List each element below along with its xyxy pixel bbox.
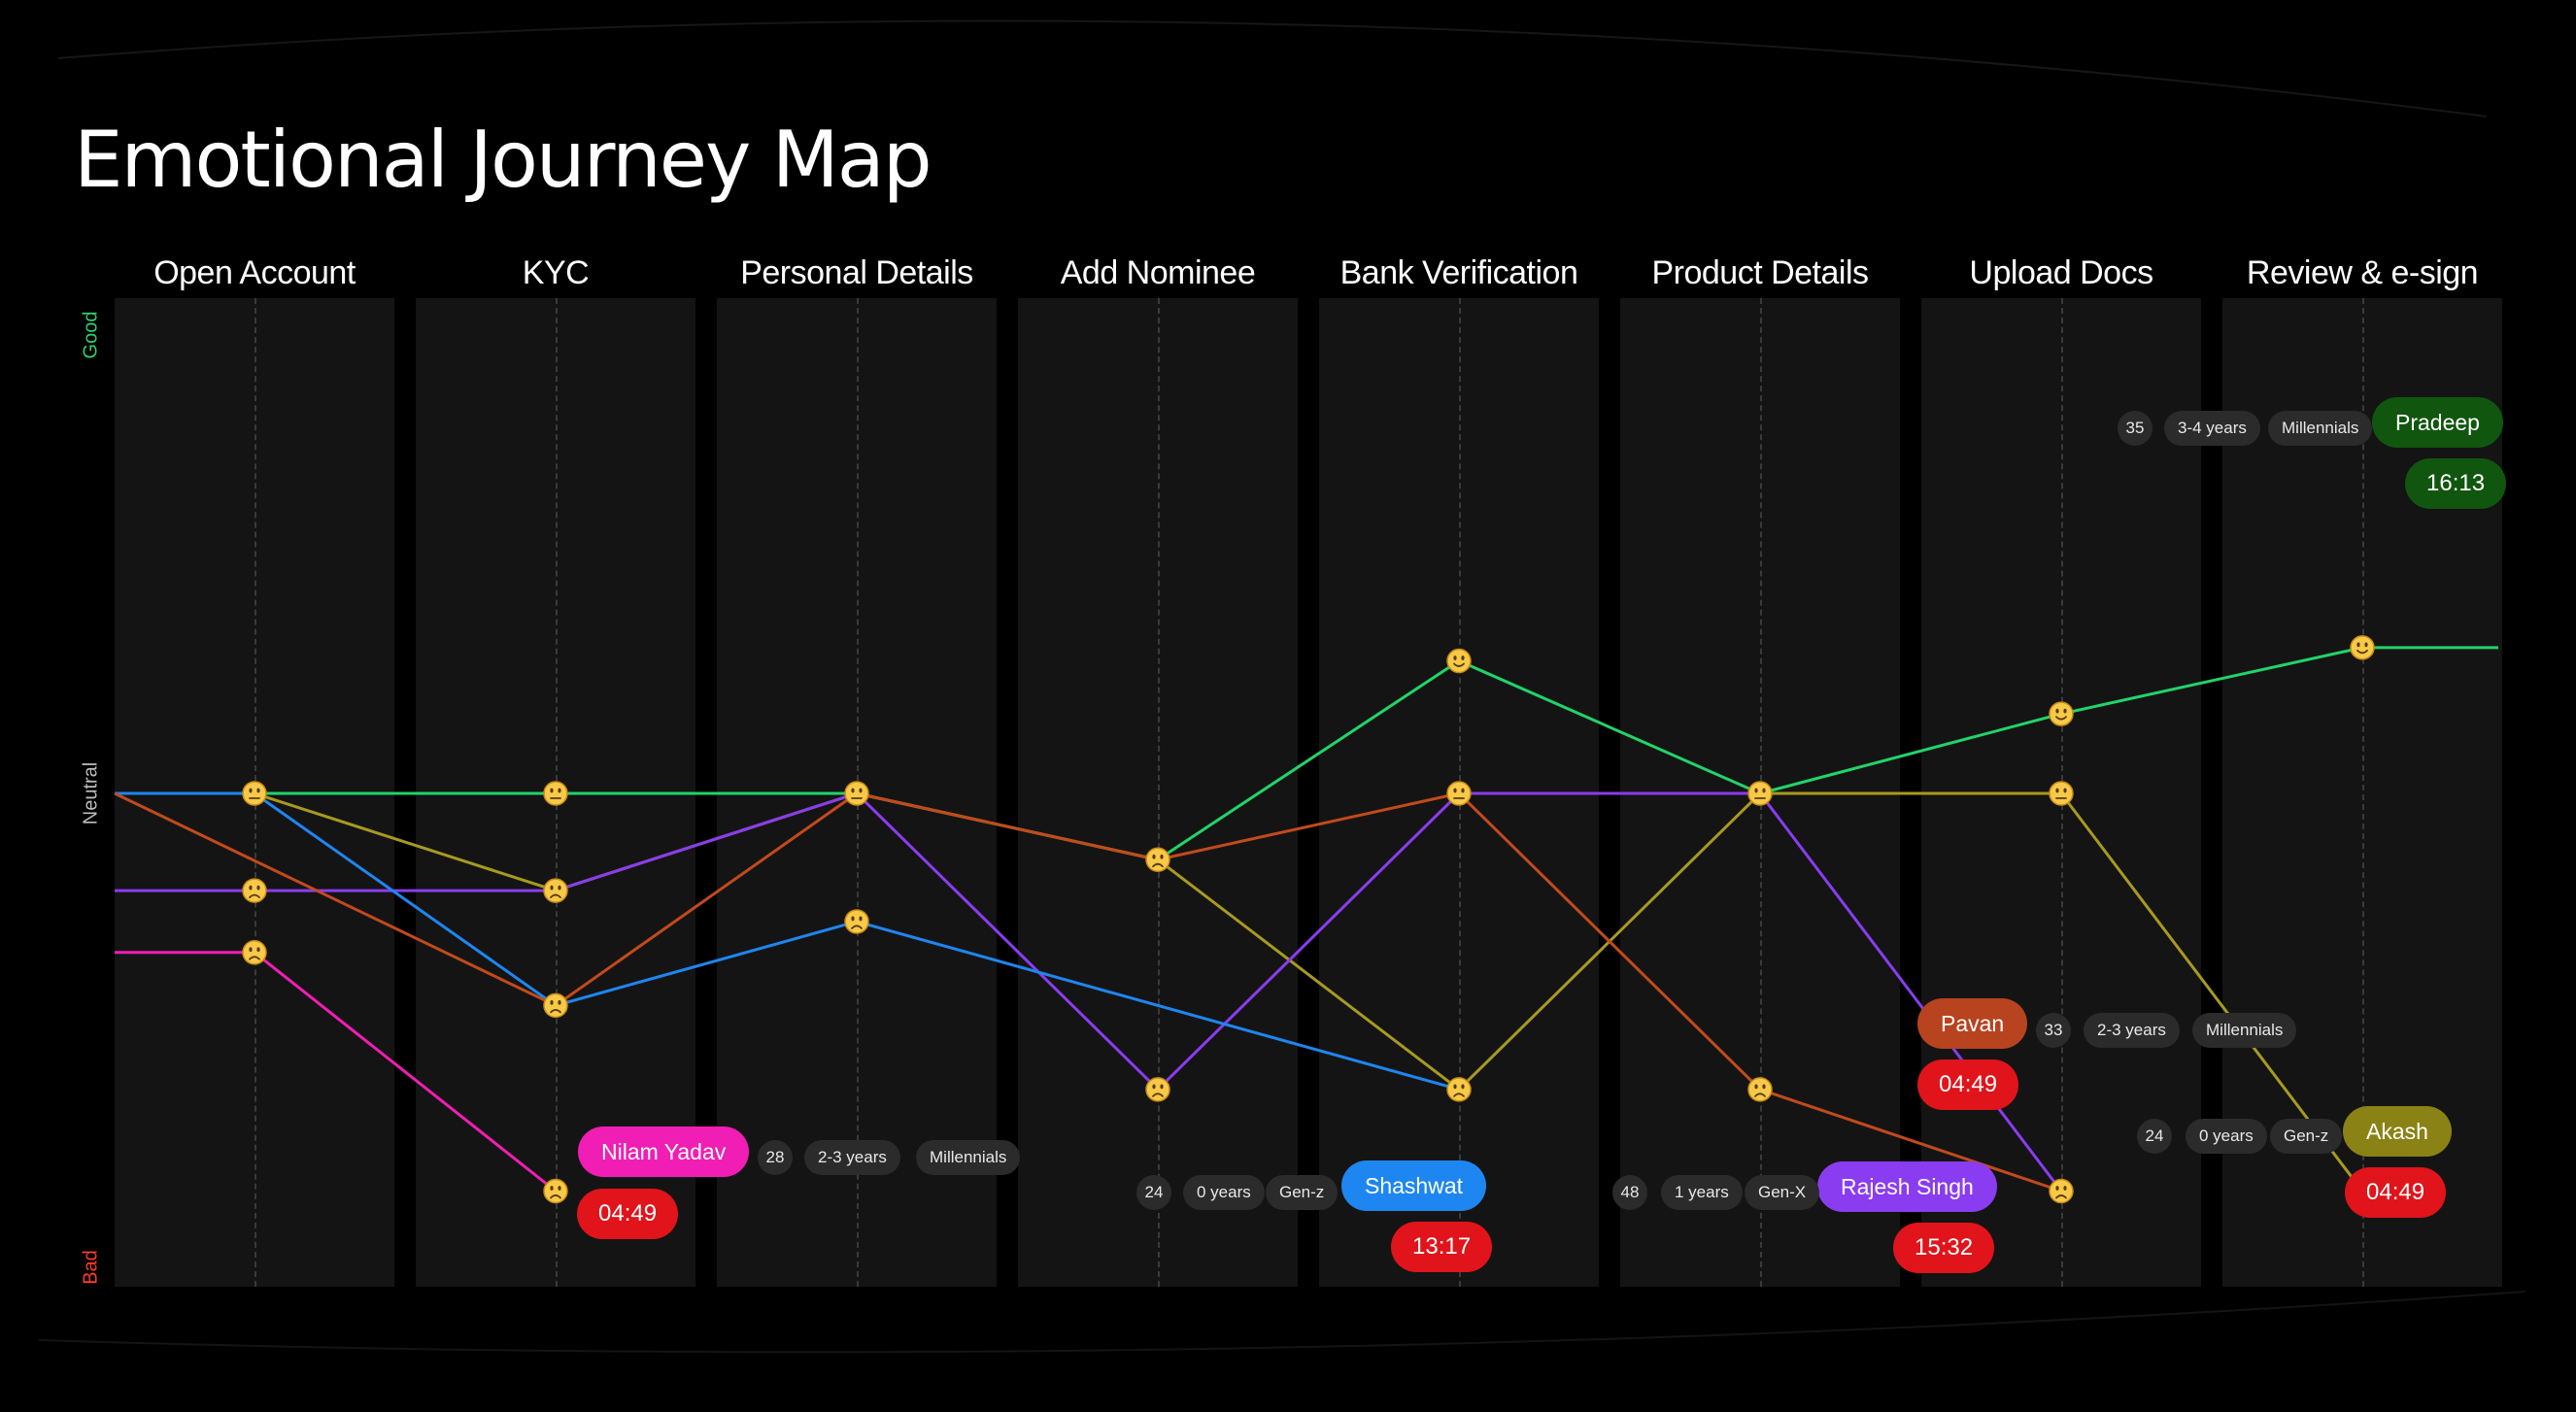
stage-label: Open Account bbox=[153, 254, 356, 291]
persona-time-badge: 13:17 bbox=[1391, 1222, 1493, 1272]
emotion-marker-icon bbox=[242, 940, 267, 965]
emotion-marker-icon bbox=[844, 781, 869, 806]
persona-name-pill[interactable]: Akash bbox=[2343, 1106, 2452, 1157]
stage-label: Review & e-sign bbox=[2246, 254, 2479, 291]
persona-generation-chip: Millennials bbox=[916, 1140, 1021, 1175]
emotion-marker-icon bbox=[242, 878, 267, 903]
emotion-marker-icon bbox=[242, 781, 267, 806]
series-line bbox=[115, 646, 2498, 861]
emotion-marker-icon bbox=[1446, 648, 1472, 674]
stage-label: Personal Details bbox=[740, 254, 973, 291]
persona-age-chip: 48 bbox=[1612, 1175, 1647, 1210]
persona-name-pill[interactable]: Pradeep bbox=[2372, 397, 2503, 448]
page-title: Emotional Journey Map bbox=[74, 115, 932, 205]
series-line bbox=[115, 791, 2063, 1193]
persona-age-chip: 28 bbox=[758, 1140, 793, 1175]
emotion-marker-icon bbox=[844, 909, 869, 934]
persona-experience-chip: 2-3 years bbox=[2084, 1013, 2180, 1048]
persona-name-pill[interactable]: Shashwat bbox=[1341, 1160, 1487, 1211]
emotion-marker-icon bbox=[1446, 1077, 1472, 1102]
persona-experience-chip: 2-3 years bbox=[804, 1140, 900, 1175]
persona-name-pill[interactable]: Nilam Yadav bbox=[578, 1126, 750, 1177]
emotion-marker-icon bbox=[1747, 781, 1773, 806]
stage-label: Bank Verification bbox=[1339, 254, 1578, 291]
emotion-marker-icon bbox=[1145, 1077, 1170, 1102]
stage-label: KYC bbox=[522, 254, 590, 291]
persona-generation-chip: Millennials bbox=[2268, 411, 2373, 446]
series-line bbox=[115, 951, 557, 1193]
persona-time-badge: 04:49 bbox=[1917, 1059, 2019, 1110]
persona-experience-chip: 3-4 years bbox=[2164, 411, 2260, 446]
persona-name-pill[interactable]: Pavan bbox=[1917, 998, 2028, 1049]
persona-generation-chip: Gen-z bbox=[2270, 1119, 2343, 1154]
series-line bbox=[115, 791, 2364, 1193]
persona-age-chip: 35 bbox=[2118, 411, 2152, 446]
persona-time-badge: 04:49 bbox=[577, 1189, 679, 1239]
persona-experience-chip: 1 years bbox=[1661, 1175, 1743, 1210]
stage-label: Add Nominee bbox=[1060, 254, 1256, 291]
stage-guide-line bbox=[1158, 298, 1160, 1287]
emotion-marker-icon bbox=[2350, 635, 2375, 660]
persona-time-badge: 04:49 bbox=[2345, 1167, 2447, 1218]
persona-time-badge: 16:13 bbox=[2405, 458, 2507, 509]
persona-experience-chip: 0 years bbox=[2186, 1119, 2267, 1154]
persona-age-chip: 33 bbox=[2036, 1013, 2071, 1048]
persona-generation-chip: Gen-X bbox=[1745, 1175, 1820, 1210]
emotion-marker-icon bbox=[1145, 847, 1170, 872]
emotion-marker-icon bbox=[2049, 781, 2074, 806]
stage-label: Product Details bbox=[1651, 254, 1869, 291]
persona-experience-chip: 0 years bbox=[1183, 1175, 1265, 1210]
emotion-marker-icon bbox=[2049, 1178, 2074, 1204]
persona-generation-chip: Gen-z bbox=[1266, 1175, 1339, 1210]
emotion-marker-icon bbox=[1747, 1077, 1773, 1102]
emotion-marker-icon bbox=[543, 1178, 568, 1204]
persona-age-chip: 24 bbox=[2137, 1119, 2172, 1154]
emotion-marker-icon bbox=[543, 992, 568, 1019]
series-line bbox=[114, 791, 2062, 1193]
persona-name-pill[interactable]: Rajesh Singh bbox=[1817, 1161, 1997, 1212]
stage-label: Upload Docs bbox=[1969, 254, 2153, 291]
stage-guide-line bbox=[2362, 298, 2364, 1287]
stage-column bbox=[1018, 298, 1298, 1287]
persona-time-badge: 15:32 bbox=[1893, 1223, 1995, 1273]
persona-age-chip: 24 bbox=[1136, 1175, 1171, 1210]
emotion-marker-icon bbox=[1446, 781, 1472, 806]
emotion-marker-icon bbox=[543, 878, 568, 903]
persona-generation-chip: Millennials bbox=[2192, 1013, 2297, 1048]
emotion-marker-icon bbox=[2049, 701, 2074, 726]
emotion-marker-icon bbox=[543, 781, 568, 806]
